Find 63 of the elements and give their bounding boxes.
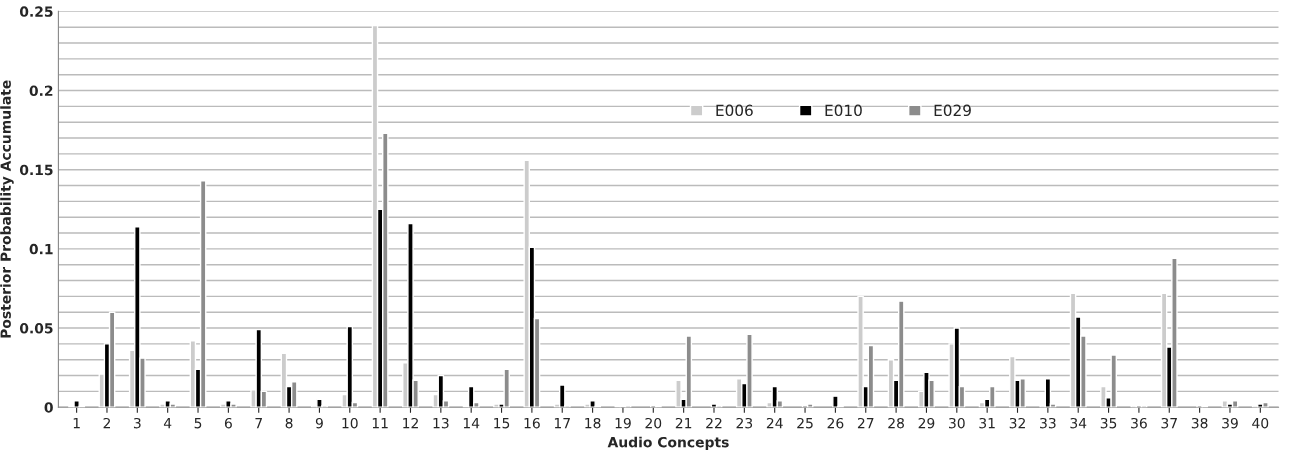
x-tick-label: 15: [494, 418, 510, 429]
x-tick-label: 27: [857, 417, 874, 429]
x-tick-label: 31: [979, 417, 995, 429]
bar: [1100, 385, 1107, 408]
x-tick-label: 5: [194, 418, 202, 429]
x-tick-label: 11: [372, 418, 388, 429]
legend-label: E010: [825, 104, 862, 117]
y-tick-label: 0.25: [19, 6, 53, 17]
x-tick-label: 32: [1009, 417, 1025, 429]
bar: [1231, 400, 1239, 408]
bar: [108, 311, 116, 408]
x-tick-label: 25: [797, 417, 813, 429]
x-tick-label: 18: [585, 417, 601, 429]
x-tick-label: 35: [1100, 417, 1117, 429]
x-tick-label: 4: [163, 418, 172, 429]
x-tick-label: 33: [1040, 417, 1056, 429]
x-tick-label: 28: [888, 417, 904, 429]
y-tick-label: 0.15: [19, 164, 53, 176]
x-tick-label: 22: [706, 417, 722, 429]
bar: [897, 300, 905, 408]
x-tick-label: 7: [255, 418, 262, 429]
y-axis-title: Posterior Probability Accumulate: [0, 80, 14, 338]
bar: [710, 403, 718, 408]
x-tick-label: 30: [949, 417, 965, 429]
bar: [806, 403, 814, 408]
bar: [523, 159, 531, 408]
bar: [199, 180, 207, 408]
x-tick-label: 2: [103, 417, 110, 429]
x-axis-title: Audio Concepts: [607, 436, 729, 451]
y-tick-label: 0.1: [29, 243, 53, 255]
x-tick-label: 12: [403, 417, 418, 429]
y-tick-label: 0.05: [19, 323, 53, 334]
x-tick-label: 16: [524, 417, 540, 429]
x-tick-label: 17: [554, 418, 570, 429]
x-tick-label: 34: [1070, 417, 1087, 429]
x-tick-label: 14: [463, 418, 480, 429]
x-tick-label: 29: [918, 417, 935, 429]
x-tick-label: 40: [1252, 417, 1269, 429]
legend-label: E029: [934, 104, 971, 117]
x-tick-label: 9: [315, 417, 323, 429]
x-tick-label: 8: [285, 417, 293, 429]
x-tick-label: 3: [133, 417, 141, 429]
x-tick-label: 23: [736, 417, 753, 429]
x-tick-label: 38: [1191, 417, 1208, 429]
x-tick-label: 6: [224, 417, 232, 429]
legend-label: E006: [716, 104, 753, 117]
x-tick-label: 39: [1222, 417, 1238, 429]
y-tick-label: 0: [44, 402, 53, 413]
x-tick-label: 37: [1161, 417, 1177, 429]
x-tick-label: 36: [1131, 417, 1147, 429]
x-tick-label: 20: [645, 417, 662, 429]
bar: [675, 379, 682, 408]
x-tick-label: 19: [615, 417, 631, 429]
y-tick-label: 0.2: [29, 85, 53, 97]
x-tick-label: 10: [342, 417, 358, 429]
bar: [857, 295, 864, 408]
x-tick-label: 1: [73, 418, 80, 429]
x-tick-label: 26: [827, 417, 844, 429]
bar: [290, 381, 298, 408]
bar: [1009, 355, 1016, 408]
x-tick-label: 24: [766, 417, 783, 429]
x-tick-label: 13: [433, 417, 449, 429]
x-tick-label: 21: [675, 417, 692, 429]
